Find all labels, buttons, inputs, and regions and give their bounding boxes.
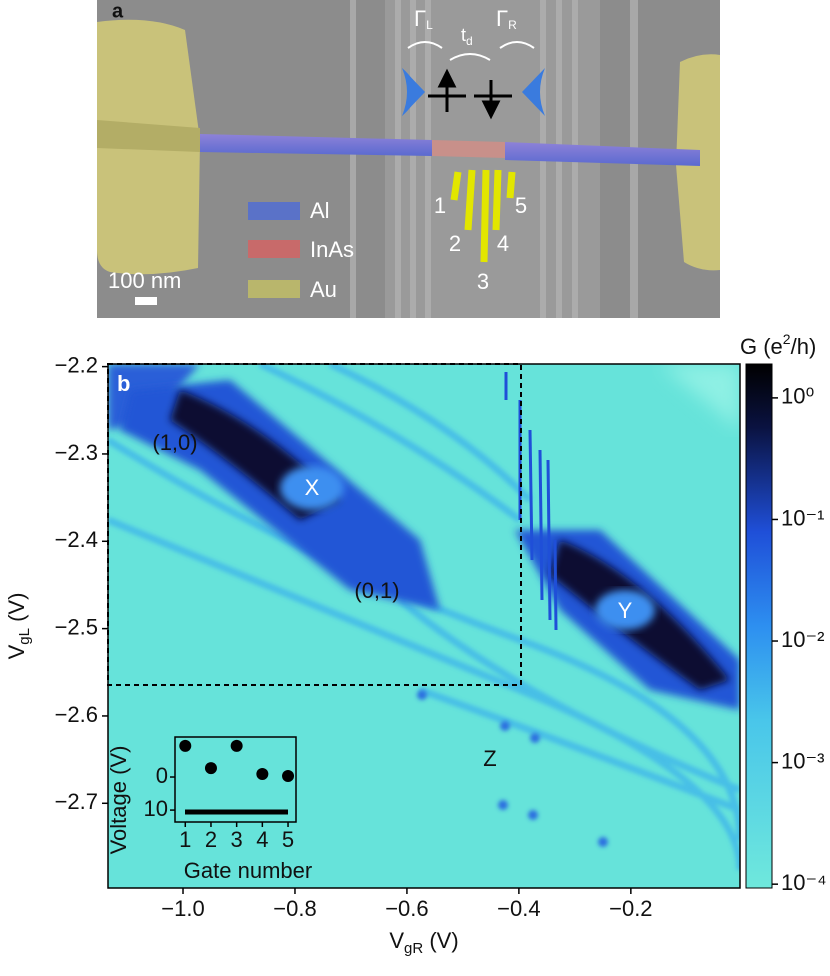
- x-tick-label: 3: [231, 827, 243, 852]
- x-tick-label: 2: [205, 827, 217, 852]
- x-tick-label: −0.2: [609, 896, 652, 921]
- colorbar-tick-label: 10⁻⁴: [781, 870, 827, 895]
- tunnel-coupling: td: [461, 25, 473, 48]
- annotation: (1,0): [152, 430, 197, 455]
- y-tick-label: 10: [144, 796, 168, 821]
- subscript: R: [508, 18, 517, 32]
- symbol: V: [389, 928, 404, 953]
- y-tick-label: 0: [156, 763, 168, 788]
- point: [230, 739, 243, 752]
- scale-bar-label: 100 nm: [108, 268, 181, 293]
- subscript: L: [426, 18, 433, 32]
- annotation: X: [305, 475, 320, 500]
- legend-label: Al: [310, 198, 330, 223]
- y-axis-label: Voltage (V): [106, 746, 131, 855]
- conductance-map: [108, 364, 740, 888]
- gate-label: 3: [477, 269, 489, 294]
- legend-label: Au: [310, 277, 337, 302]
- colorbar-tick-label: 10⁰: [781, 384, 814, 409]
- subscript: d: [466, 34, 473, 48]
- y-tick-label: −2.6: [55, 702, 98, 727]
- symbol: t: [461, 25, 466, 45]
- unit: (V): [4, 593, 29, 628]
- x-tick-label: −0.4: [497, 896, 540, 921]
- gamma-right: ΓR: [496, 6, 517, 32]
- legend-label: InAs: [310, 237, 354, 262]
- x-axis-label: Gate number: [184, 858, 312, 883]
- gate-label: 4: [497, 231, 509, 256]
- annotation: (0,1): [354, 578, 399, 603]
- gamma-left: ΓL: [414, 6, 433, 32]
- x-tick-label: 5: [282, 827, 294, 852]
- colorbar-tick-label: 10⁻²: [781, 627, 824, 652]
- label-part: /h): [791, 334, 817, 359]
- gate-label: 2: [449, 231, 461, 256]
- x-tick-label: 4: [256, 827, 268, 852]
- y-tick-label: −2.7: [55, 789, 98, 814]
- colorbar-label: G (e2/h): [740, 331, 816, 359]
- x-tick-label: −0.8: [273, 896, 316, 921]
- x-tick-label: −1.0: [161, 896, 204, 921]
- y-tick-label: −2.3: [55, 440, 98, 465]
- plot-frame: [107, 363, 741, 889]
- subscript: gL: [16, 628, 33, 645]
- y-axis-label: VgL (V): [4, 593, 33, 660]
- y-tick-label: −2.5: [55, 614, 98, 639]
- x-axis-label: VgR (V): [389, 928, 458, 957]
- colorbar-tick-label: 10⁻³: [781, 748, 824, 773]
- y-tick-label: −2.4: [55, 527, 98, 552]
- y-tick-label: −2.2: [55, 352, 98, 377]
- annotation: Y: [618, 598, 633, 623]
- point: [282, 770, 295, 783]
- colorbar: [745, 363, 773, 889]
- symbol: Γ: [414, 6, 426, 31]
- symbol: V: [4, 644, 29, 659]
- gate-label: 1: [434, 193, 446, 218]
- x-tick-label: 1: [179, 827, 191, 852]
- sem-image: [97, 0, 720, 318]
- superscript: 2: [783, 331, 791, 347]
- x-tick-label: −0.6: [385, 896, 428, 921]
- point: [204, 762, 217, 775]
- symbol: Γ: [496, 6, 508, 31]
- label-part: G (e: [740, 334, 783, 359]
- subscript: gR: [404, 940, 423, 957]
- unit: (V): [423, 928, 458, 953]
- gate-label: 5: [515, 193, 527, 218]
- point: [256, 768, 269, 781]
- annotation: Z: [483, 746, 496, 771]
- colorbar-tick-label: 10⁻¹: [781, 505, 824, 530]
- panel-label: a: [112, 0, 124, 22]
- annotation: b: [117, 371, 130, 396]
- point: [179, 739, 192, 752]
